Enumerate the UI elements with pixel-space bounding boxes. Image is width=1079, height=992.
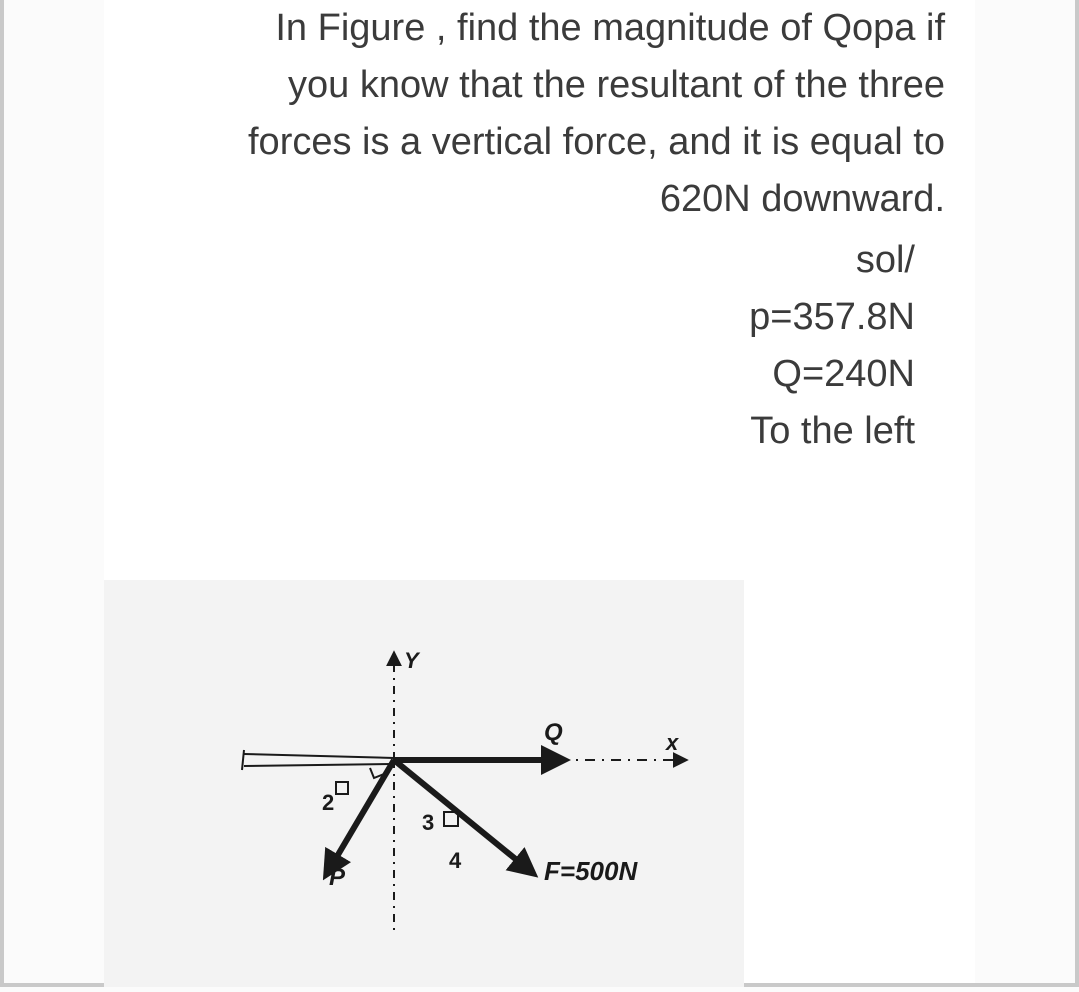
q-label: Q (544, 719, 563, 746)
question-block: In Figure , find the magnitude of Qopa i… (104, 0, 975, 228)
solution-header: sol/ (164, 232, 915, 289)
horizontal-member-bot (244, 764, 394, 766)
f-vector (394, 760, 529, 870)
f-slope-rise: 3 (422, 810, 434, 835)
left-end-tick (242, 750, 244, 770)
f-label: F=500N (544, 856, 638, 886)
p-slope-box (336, 782, 348, 794)
solution-block: sol/ p=357.8N Q=240N To the left (104, 232, 975, 460)
vector-figure: 2 3 4 Y x Q P F=500N (104, 580, 744, 987)
vector-figure-svg: 2 3 4 Y x Q P F=500N (104, 580, 744, 987)
question-line-1: In Figure , find the magnitude of Qopa i… (164, 0, 945, 57)
p-label: P (329, 864, 346, 891)
solution-p: p=357.8N (164, 289, 915, 346)
solution-dir: To the left (164, 403, 915, 460)
question-line-2: you know that the resultant of the three (164, 57, 945, 114)
solution-q: Q=240N (164, 346, 915, 403)
question-line-4: 620N downward. (164, 171, 945, 228)
p-vector (329, 760, 394, 870)
f-slope-run: 4 (449, 848, 462, 873)
page-content: In Figure , find the magnitude of Qopa i… (104, 0, 975, 983)
p-slope-rise: 2 (322, 790, 334, 815)
horizontal-member-top (244, 754, 394, 758)
y-axis-label: Y (404, 648, 421, 673)
x-axis-label: x (665, 730, 679, 755)
question-line-3: forces is a vertical force, and it is eq… (164, 114, 945, 171)
